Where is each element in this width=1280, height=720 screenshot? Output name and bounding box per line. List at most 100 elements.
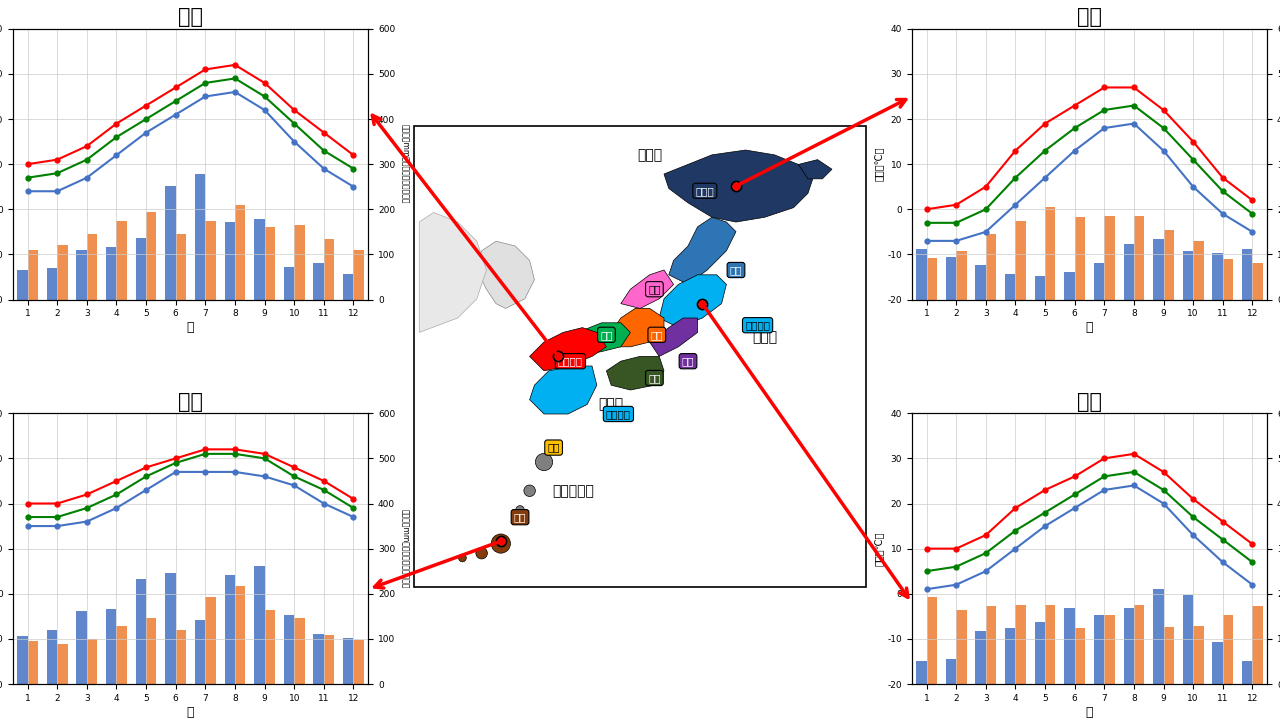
Bar bbox=[77, 611, 87, 684]
Y-axis label: 気温（℃）: 気温（℃） bbox=[874, 531, 884, 566]
Bar bbox=[314, 263, 324, 300]
Bar bbox=[236, 204, 246, 300]
X-axis label: 月: 月 bbox=[1085, 321, 1093, 334]
Title: 福岡: 福岡 bbox=[178, 7, 204, 27]
Polygon shape bbox=[477, 241, 535, 308]
Bar bbox=[1252, 606, 1263, 684]
Bar bbox=[927, 598, 937, 684]
Bar bbox=[1134, 605, 1144, 684]
Bar bbox=[324, 635, 334, 684]
Circle shape bbox=[458, 554, 466, 562]
Bar bbox=[28, 641, 38, 684]
Polygon shape bbox=[607, 356, 664, 390]
Bar bbox=[956, 611, 966, 684]
Text: 九州北部: 九州北部 bbox=[558, 356, 582, 366]
Polygon shape bbox=[659, 275, 726, 328]
Bar bbox=[1222, 259, 1233, 300]
Bar bbox=[17, 636, 28, 684]
Title: 東京: 東京 bbox=[1076, 392, 1102, 412]
Text: 北日本: 北日本 bbox=[637, 148, 662, 162]
Text: 中国: 中国 bbox=[600, 330, 613, 340]
Bar bbox=[986, 606, 996, 684]
Bar bbox=[165, 572, 175, 684]
Bar bbox=[1212, 253, 1222, 300]
Bar bbox=[1064, 608, 1075, 684]
Bar bbox=[324, 238, 334, 300]
Bar bbox=[116, 626, 127, 684]
Bar bbox=[28, 250, 38, 300]
Polygon shape bbox=[649, 318, 698, 356]
Bar bbox=[195, 174, 205, 300]
Bar bbox=[986, 234, 996, 300]
Bar bbox=[1193, 241, 1203, 300]
Polygon shape bbox=[612, 308, 664, 347]
Bar bbox=[294, 225, 305, 300]
Bar bbox=[136, 580, 146, 684]
Polygon shape bbox=[668, 217, 736, 284]
X-axis label: 月: 月 bbox=[187, 706, 195, 719]
Polygon shape bbox=[558, 323, 631, 356]
Y-axis label: 降水量（mm）／日照時間（時間）: 降水量（mm）／日照時間（時間） bbox=[401, 125, 410, 204]
Bar bbox=[927, 258, 937, 300]
Bar bbox=[1164, 627, 1174, 684]
Bar bbox=[146, 212, 156, 300]
Bar bbox=[353, 250, 364, 300]
Text: 北海道: 北海道 bbox=[695, 186, 714, 196]
Bar bbox=[224, 575, 236, 684]
Bar bbox=[1015, 606, 1025, 684]
Bar bbox=[1075, 628, 1085, 684]
Text: 九州南部: 九州南部 bbox=[605, 409, 631, 419]
Text: 近畠: 近畠 bbox=[650, 330, 663, 340]
Bar bbox=[1222, 615, 1233, 684]
Circle shape bbox=[476, 547, 488, 559]
Bar bbox=[284, 266, 294, 300]
Text: 東海: 東海 bbox=[682, 356, 694, 366]
Polygon shape bbox=[530, 366, 596, 414]
Bar bbox=[1044, 605, 1056, 684]
Bar bbox=[1252, 264, 1263, 300]
Bar bbox=[236, 585, 246, 684]
Bar bbox=[47, 268, 58, 300]
Bar bbox=[87, 234, 97, 300]
Bar bbox=[1075, 217, 1085, 300]
Polygon shape bbox=[799, 160, 832, 179]
Bar bbox=[1105, 215, 1115, 300]
Bar bbox=[77, 251, 87, 300]
Polygon shape bbox=[621, 270, 673, 308]
Bar bbox=[975, 265, 986, 300]
Bar bbox=[916, 248, 927, 300]
Bar bbox=[1105, 616, 1115, 684]
Text: 北陸: 北陸 bbox=[648, 284, 660, 294]
Bar bbox=[195, 621, 205, 684]
Bar bbox=[265, 611, 275, 684]
Bar bbox=[205, 220, 216, 300]
Bar bbox=[1124, 608, 1134, 684]
Bar bbox=[146, 618, 156, 684]
X-axis label: 月: 月 bbox=[187, 321, 195, 334]
Polygon shape bbox=[664, 150, 813, 222]
Bar bbox=[106, 247, 116, 300]
Bar bbox=[116, 220, 127, 300]
Bar bbox=[1242, 661, 1252, 684]
Text: 東北: 東北 bbox=[730, 265, 742, 275]
Bar bbox=[58, 246, 68, 300]
Bar bbox=[58, 644, 68, 684]
Bar bbox=[1124, 244, 1134, 300]
Bar bbox=[1153, 238, 1164, 300]
Bar bbox=[1034, 622, 1044, 684]
Bar bbox=[136, 238, 146, 300]
Bar bbox=[1094, 614, 1105, 684]
Circle shape bbox=[535, 454, 553, 471]
Title: 札幌: 札幌 bbox=[1076, 7, 1102, 27]
Text: 東日本: 東日本 bbox=[753, 330, 777, 344]
Y-axis label: 気温（℃）: 気温（℃） bbox=[874, 147, 884, 181]
Bar bbox=[1193, 626, 1203, 684]
Bar bbox=[265, 228, 275, 300]
Polygon shape bbox=[530, 328, 607, 371]
Circle shape bbox=[524, 485, 535, 497]
Text: 奈美: 奈美 bbox=[548, 443, 559, 453]
Text: 西日本: 西日本 bbox=[599, 397, 623, 411]
Bar bbox=[343, 638, 353, 684]
Bar bbox=[1044, 207, 1056, 300]
Polygon shape bbox=[420, 212, 486, 333]
